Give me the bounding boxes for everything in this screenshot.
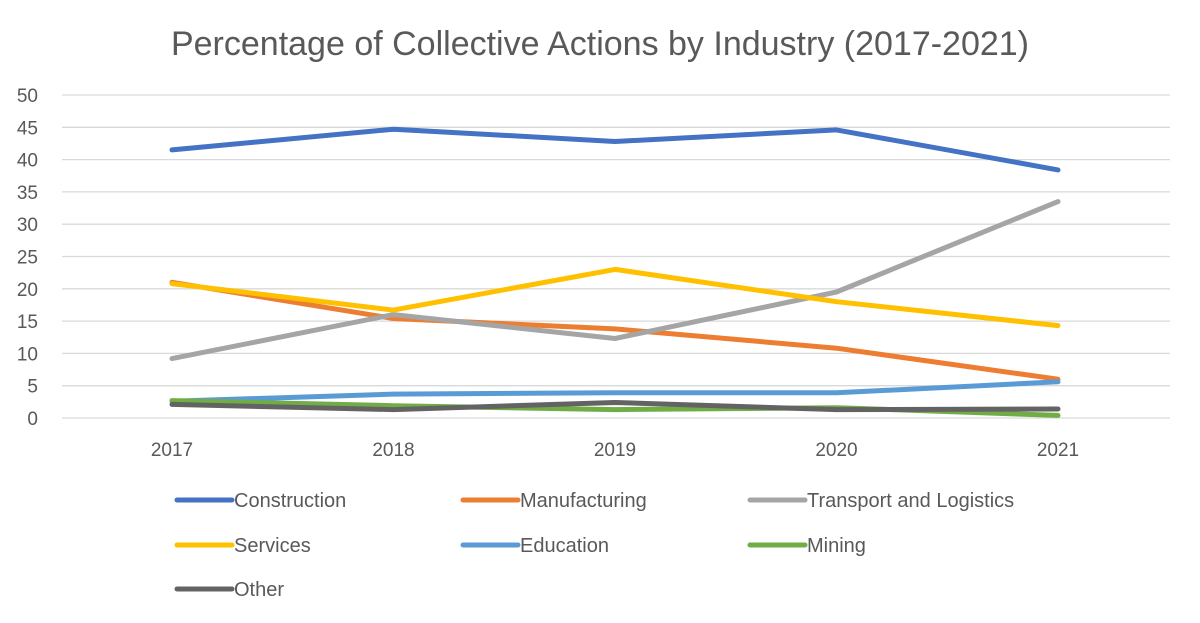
legend: Construction Manufacturing Transport and L…: [174, 490, 1014, 601]
series-lines: [169, 126, 1061, 418]
series-line-education: [169, 379, 1061, 404]
chart-title: Percentage of Collective Actions by Indu…: [171, 25, 1029, 63]
y-tick-label: 50: [17, 86, 38, 107]
legend-label: Transport and Logistics: [807, 490, 1014, 512]
gridlines: [62, 94, 1170, 419]
y-tick-label: 15: [17, 312, 38, 333]
legend-label: Construction: [234, 490, 346, 512]
y-axis-ticks: 0 5 10 15 20 25 30 35 40 45 50: [17, 86, 38, 430]
legend-label: Services: [234, 535, 311, 557]
y-tick-label: 0: [27, 409, 38, 430]
y-tick-label: 20: [17, 280, 38, 301]
legend-item-other: Other: [174, 579, 284, 601]
legend-item-construction: Construction: [174, 490, 346, 512]
x-tick-label: 2019: [594, 440, 636, 461]
legend-label: Mining: [807, 535, 866, 557]
legend-item-manufacturing: Manufacturing: [460, 490, 647, 512]
y-tick-label: 45: [17, 118, 38, 139]
series-line-manufacturing: [169, 279, 1061, 382]
y-tick-label: 25: [17, 248, 38, 269]
legend-item-services: Services: [174, 535, 311, 557]
series-line-other: [169, 400, 1061, 413]
legend-label: Manufacturing: [520, 490, 647, 512]
y-tick-label: 35: [17, 183, 38, 204]
x-axis-ticks: 2017 2018 2019 2020 2021: [151, 440, 1079, 461]
legend-item-education: Education: [460, 535, 609, 557]
x-tick-label: 2017: [151, 440, 193, 461]
y-tick-label: 10: [17, 344, 38, 365]
y-tick-label: 5: [27, 377, 38, 398]
y-tick-label: 30: [17, 215, 38, 236]
x-tick-label: 2018: [372, 440, 414, 461]
series-line-transport-and-logistics: [169, 199, 1061, 362]
legend-item-mining: Mining: [747, 535, 866, 557]
x-tick-label: 2020: [815, 440, 857, 461]
y-tick-label: 40: [17, 151, 38, 172]
legend-item-transport-and-logistics: Transport and Logistics: [747, 490, 1014, 512]
series-line-services: [169, 266, 1061, 329]
series-line-construction: [169, 126, 1061, 173]
legend-label: Education: [520, 535, 609, 557]
legend-label: Other: [234, 579, 284, 601]
x-tick-label: 2021: [1037, 440, 1079, 461]
